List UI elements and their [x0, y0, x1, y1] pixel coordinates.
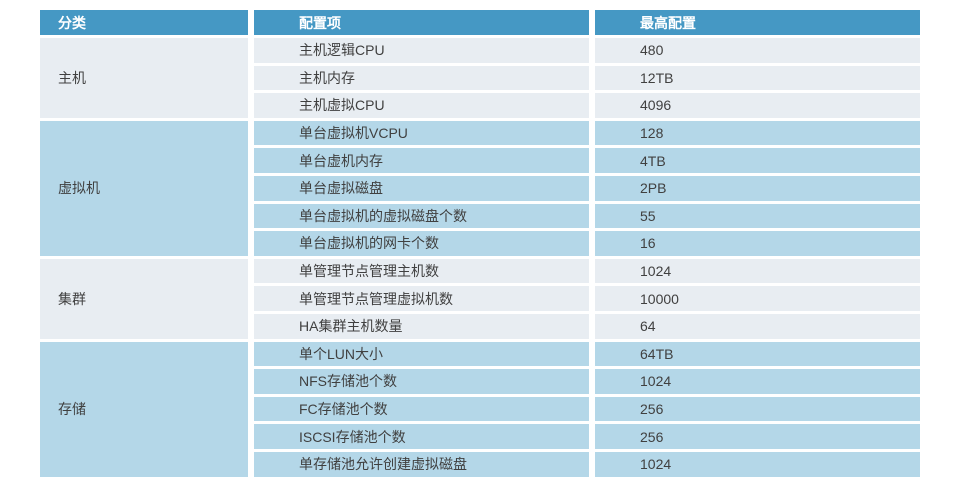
- category-cell: 虚拟机: [40, 120, 248, 256]
- config-value-cell: 16: [595, 231, 920, 256]
- config-item-cell: 单台虚拟机的虚拟磁盘个数: [254, 203, 589, 229]
- config-value-cell: 1024: [595, 258, 920, 284]
- config-value-cell: 480: [595, 38, 920, 63]
- config-value-cell: 64: [595, 313, 920, 339]
- config-value-cell: 256: [595, 424, 920, 449]
- config-item-cell: 单台虚机内存: [254, 148, 589, 173]
- config-value-cell: 1024: [595, 451, 920, 477]
- config-item-cell: 单台虚拟磁盘: [254, 175, 589, 201]
- column-header-config-item: 配置项: [254, 10, 589, 35]
- config-item-cell: 单管理节点管理虚拟机数: [254, 286, 589, 311]
- config-item-cell: HA集群主机数量: [254, 313, 589, 339]
- config-value-cell: 64TB: [595, 341, 920, 367]
- config-item-cell: 单存储池允许创建虚拟磁盘: [254, 451, 589, 477]
- config-item-cell: 主机虚拟CPU: [254, 93, 589, 118]
- category-cell: 集群: [40, 258, 248, 339]
- config-item-cell: FC存储池个数: [254, 396, 589, 422]
- config-value-cell: 4096: [595, 93, 920, 118]
- column-header-max-config: 最高配置: [595, 10, 920, 35]
- config-item-cell: 单个LUN大小: [254, 341, 589, 367]
- config-value-cell: 2PB: [595, 175, 920, 201]
- config-item-cell: NFS存储池个数: [254, 369, 589, 394]
- config-value-cell: 12TB: [595, 65, 920, 91]
- category-cell: 主机: [40, 38, 248, 118]
- config-item-cell: 单台虚拟机VCPU: [254, 120, 589, 146]
- max-config-table: 分类 配置项 最高配置 主机 主机逻辑CPU 480 主机内存 12TB 主机虚拟CPU 4…: [40, 10, 920, 477]
- config-item-cell: 主机内存: [254, 65, 589, 91]
- config-item-cell: ISCSI存储池个数: [254, 424, 589, 449]
- config-value-cell: 128: [595, 120, 920, 146]
- category-cell: 存储: [40, 341, 248, 477]
- config-value-cell: 1024: [595, 369, 920, 394]
- config-item-cell: 主机逻辑CPU: [254, 38, 589, 63]
- config-value-cell: 55: [595, 203, 920, 229]
- config-value-cell: 256: [595, 396, 920, 422]
- config-value-cell: 10000: [595, 286, 920, 311]
- config-value-cell: 4TB: [595, 148, 920, 173]
- column-header-category: 分类: [40, 10, 248, 35]
- config-item-cell: 单管理节点管理主机数: [254, 258, 589, 284]
- config-item-cell: 单台虚拟机的网卡个数: [254, 231, 589, 256]
